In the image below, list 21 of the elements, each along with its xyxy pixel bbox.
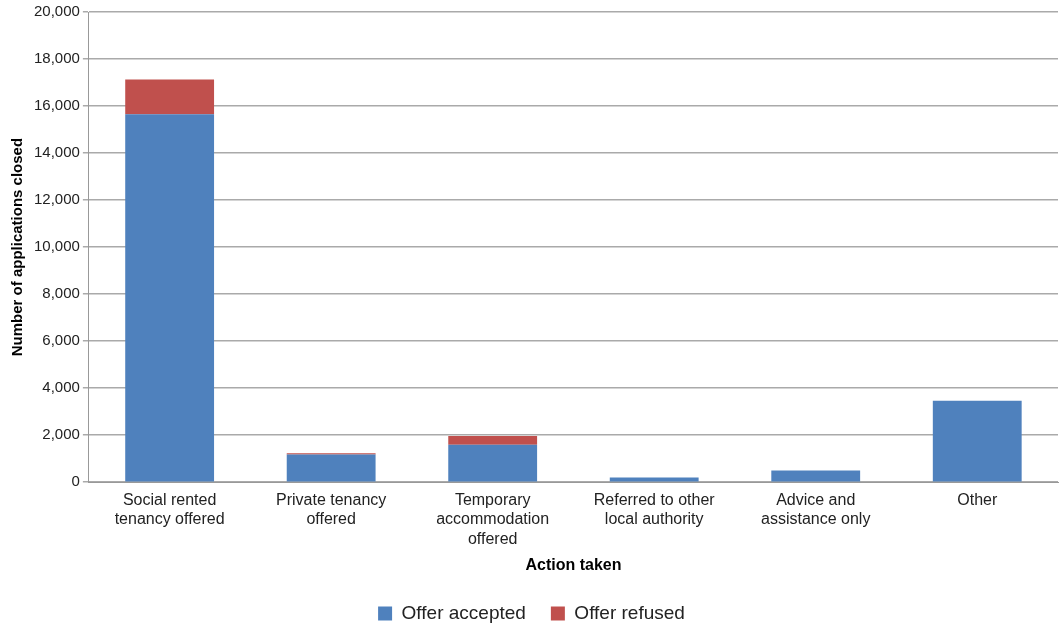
y-tick-label: 14,000 bbox=[33, 143, 80, 161]
y-tick-label: 10,000 bbox=[33, 237, 80, 255]
y-tick-label: 2,000 bbox=[42, 425, 80, 443]
x-tick-label: Advice and assistance only bbox=[761, 491, 871, 528]
y-tick-label: 0 bbox=[71, 472, 80, 490]
x-tick-label: Social rented tenancy offered bbox=[114, 491, 225, 528]
y-tick-label: 20,000 bbox=[33, 2, 80, 20]
x-tick-label: Other bbox=[957, 491, 998, 509]
x-axis-title: Action taken bbox=[525, 555, 622, 573]
x-tick-label: Referred to other local authority bbox=[593, 491, 716, 528]
x-tick-label: Temporary accommodation offered bbox=[436, 491, 550, 547]
y-tick-label: 6,000 bbox=[42, 331, 80, 349]
y-tick-label: 16,000 bbox=[33, 96, 80, 114]
y-tick-label: 4,000 bbox=[42, 378, 80, 396]
legend-label: Offer refused bbox=[574, 601, 685, 623]
y-tick-label: 8,000 bbox=[42, 284, 80, 302]
legend-label: Offer accepted bbox=[401, 601, 526, 623]
x-tick-label: Private tenancy offered bbox=[276, 491, 387, 528]
y-tick-label: 18,000 bbox=[33, 49, 80, 67]
y-tick-label: 12,000 bbox=[33, 190, 80, 208]
y-axis-title: Number of applications closed bbox=[8, 137, 26, 357]
